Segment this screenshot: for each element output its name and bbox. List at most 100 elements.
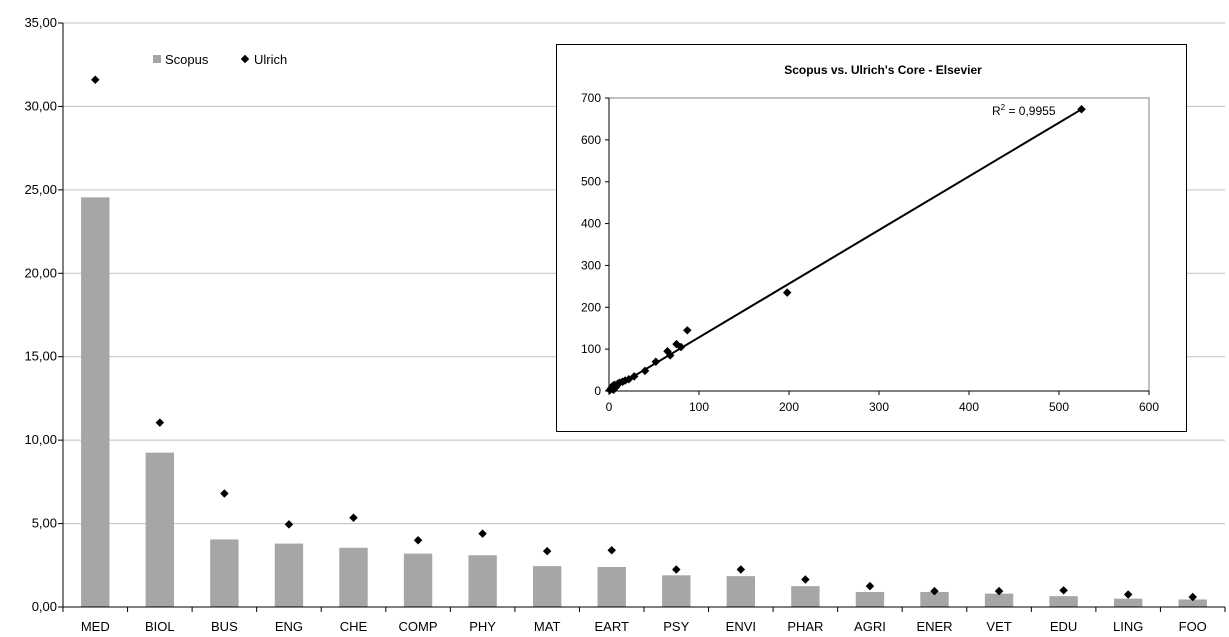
inset-points bbox=[605, 105, 1086, 395]
inset-y-tick-label: 100 bbox=[581, 342, 601, 356]
axes bbox=[58, 22, 1226, 612]
ulrich-point-ener bbox=[930, 586, 939, 596]
ulrich-point-envi bbox=[736, 565, 746, 574]
x-tick-label: LING bbox=[1113, 619, 1143, 634]
inset-plot-area bbox=[608, 97, 1150, 392]
inset-trendline bbox=[608, 108, 1083, 392]
bar-comp bbox=[403, 553, 433, 607]
bar-agri bbox=[855, 591, 885, 607]
bar-edu bbox=[1049, 596, 1078, 607]
r-squared-label: R2 = 0,9955 bbox=[992, 103, 1056, 118]
inset-y-tick-label: 400 bbox=[581, 217, 601, 231]
bar-phar bbox=[791, 586, 820, 607]
legend-label-scopus: Scopus bbox=[165, 52, 209, 67]
bar-med bbox=[81, 197, 110, 607]
inset-x-tick-label: 200 bbox=[779, 400, 799, 414]
inset-point bbox=[683, 326, 692, 335]
inset-scatter-svg: Scopus vs. Ulrich's Core - Elsevier 0 100… bbox=[581, 63, 1160, 414]
ulrich-point-bus bbox=[220, 489, 229, 498]
ulrich-point-vet bbox=[994, 586, 1004, 596]
bar-vet bbox=[984, 593, 1014, 607]
inset-x-tick-label: 400 bbox=[959, 400, 979, 414]
inset-title: Scopus vs. Ulrich's Core - Elsevier bbox=[784, 63, 982, 77]
inset-y-tick-label: 0 bbox=[594, 384, 601, 398]
ulrich-point-che bbox=[349, 513, 358, 522]
bar-eng bbox=[274, 543, 304, 607]
r-squared-sup: 2 bbox=[1001, 103, 1006, 112]
legend-marker-ulrich bbox=[240, 54, 250, 64]
inset-x-tick-label: 500 bbox=[1049, 400, 1069, 414]
r-squared-value: = 0,9955 bbox=[1005, 104, 1056, 118]
inset-y-tick-labels: 0 100 200 300 400 500 600 700 bbox=[581, 91, 601, 398]
bar-envi bbox=[726, 576, 756, 607]
ulrich-point-agri bbox=[865, 581, 875, 591]
y-tick-label: 0,00 bbox=[32, 599, 57, 614]
inset-y-tick-label: 200 bbox=[581, 300, 601, 314]
bar-phy bbox=[468, 555, 497, 607]
bar-bus bbox=[210, 539, 239, 607]
x-tick-label: PHAR bbox=[787, 619, 823, 634]
inset-y-tick-label: 300 bbox=[581, 258, 601, 272]
inset-x-tick-label: 0 bbox=[606, 400, 613, 414]
ulrich-point-comp bbox=[413, 536, 423, 545]
x-tick-label: ENG bbox=[275, 619, 303, 634]
ulrich-point-med bbox=[91, 75, 100, 84]
y-tick-label: 20,00 bbox=[24, 265, 57, 280]
ulrich-markers bbox=[91, 75, 1197, 602]
x-tick-label: MED bbox=[81, 619, 110, 634]
x-tick-label: ENER bbox=[916, 619, 952, 634]
legend-swatch-scopus bbox=[153, 55, 161, 63]
bar-ener bbox=[920, 591, 949, 607]
x-tick-label: MAT bbox=[534, 619, 561, 634]
ulrich-point-biol bbox=[155, 418, 165, 427]
inset-x-tick-label: 100 bbox=[689, 400, 709, 414]
bar-psy bbox=[662, 575, 691, 607]
ulrich-point-phar bbox=[801, 575, 810, 584]
inset-scatter-chart: Scopus vs. Ulrich's Core - Elsevier 0 100… bbox=[556, 44, 1187, 432]
inset-point bbox=[665, 351, 675, 360]
x-tick-label: PHY bbox=[469, 619, 496, 634]
y-tick-label: 5,00 bbox=[32, 516, 57, 531]
ulrich-point-psy bbox=[672, 565, 681, 574]
x-tick-label: PSY bbox=[663, 619, 689, 634]
inset-point bbox=[1077, 105, 1086, 114]
x-tick-label: BUS bbox=[211, 619, 238, 634]
ulrich-point-eng bbox=[284, 520, 294, 529]
scopus-bars bbox=[81, 197, 1207, 607]
bar-eart bbox=[597, 566, 626, 607]
inset-y-tick-label: 600 bbox=[581, 133, 601, 147]
inset-y-tick-label: 500 bbox=[581, 175, 601, 189]
bar-che bbox=[339, 547, 368, 607]
inset-point bbox=[629, 372, 639, 381]
x-tick-label: AGRI bbox=[854, 619, 886, 634]
ulrich-point-foo bbox=[1188, 592, 1197, 602]
inset-plot-frame bbox=[605, 97, 1150, 395]
x-tick-label: COMP bbox=[399, 619, 438, 634]
inset-point bbox=[782, 288, 792, 297]
y-tick-label: 15,00 bbox=[24, 349, 57, 364]
ulrich-point-edu bbox=[1059, 586, 1068, 595]
r-squared-base: R bbox=[992, 104, 1001, 118]
inset-x-tick-labels: 0 100 200 300 400 500 600 bbox=[606, 400, 1160, 414]
ulrich-point-phy bbox=[478, 529, 487, 538]
y-axis-tick-labels: 0,00 5,00 10,00 15,00 20,00 25,00 30,00 35,00 bbox=[24, 15, 57, 614]
bar-mat bbox=[532, 566, 562, 607]
x-tick-label: EART bbox=[595, 619, 629, 634]
inset-x-tick-label: 600 bbox=[1139, 400, 1159, 414]
legend-label-ulrich: Ulrich bbox=[254, 52, 287, 67]
x-tick-label: EDU bbox=[1050, 619, 1077, 634]
y-tick-label: 10,00 bbox=[24, 432, 57, 447]
x-tick-label: ENVI bbox=[726, 619, 756, 634]
bar-ling bbox=[1113, 598, 1143, 607]
ulrich-point-ling bbox=[1123, 590, 1133, 599]
bar-biol bbox=[145, 452, 175, 607]
x-tick-label: VET bbox=[986, 619, 1011, 634]
x-tick-label: FOO bbox=[1179, 619, 1207, 634]
x-tick-label: BIOL bbox=[145, 619, 175, 634]
ulrich-point-eart bbox=[607, 546, 616, 555]
inset-point bbox=[651, 357, 661, 366]
inset-x-tick-label: 300 bbox=[869, 400, 889, 414]
inset-point bbox=[676, 342, 686, 352]
inset-point bbox=[640, 366, 650, 376]
